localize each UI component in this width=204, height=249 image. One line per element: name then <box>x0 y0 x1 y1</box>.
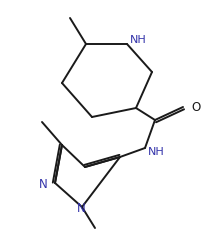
Text: N: N <box>76 202 85 215</box>
Text: O: O <box>190 101 199 114</box>
Text: N: N <box>38 179 47 191</box>
Text: NH: NH <box>129 35 146 45</box>
Text: NH: NH <box>147 147 164 157</box>
